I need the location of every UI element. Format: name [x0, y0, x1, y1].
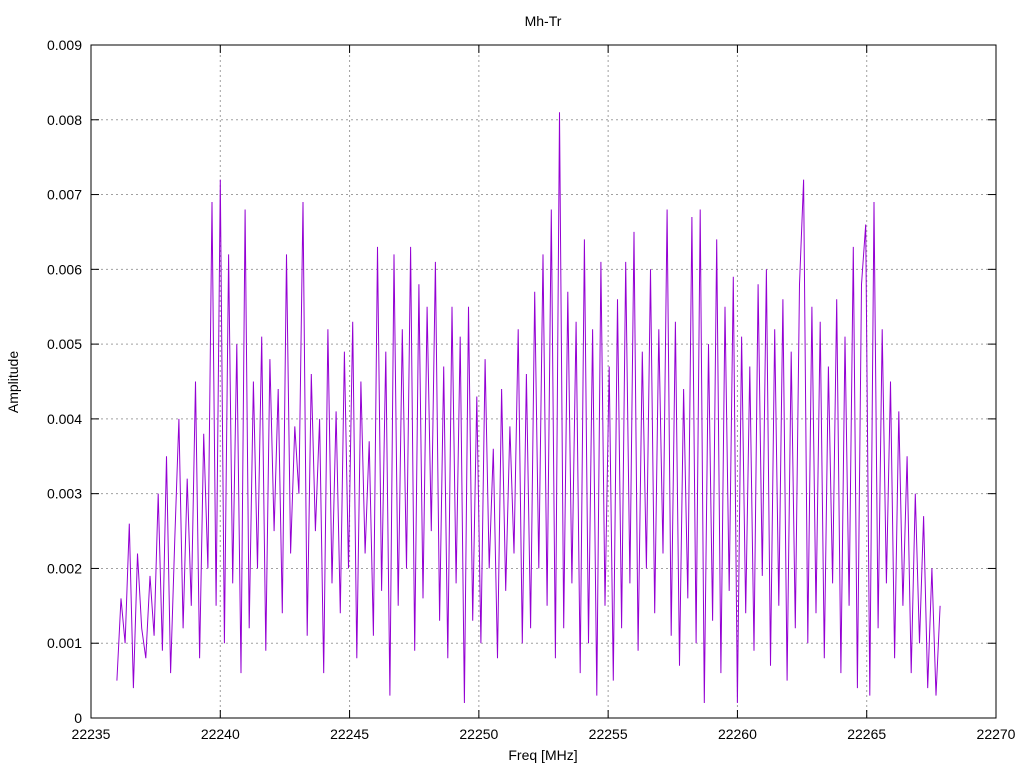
ticks: 22235 22240 22245 22250 22255 22260 22265 22270…: [47, 37, 1016, 742]
y-tick-label: 0.008: [47, 112, 82, 128]
series-layer: [116, 112, 941, 704]
x-tick-label: 22255: [589, 726, 628, 742]
y-tick-label: 0.006: [47, 261, 82, 277]
x-axis-label: Freq [MHz]: [508, 747, 577, 763]
y-tick-label: 0.007: [47, 187, 82, 203]
y-tick-label: 0: [74, 710, 82, 726]
x-tick-label: 22250: [459, 726, 498, 742]
y-axis-label: Amplitude: [5, 351, 21, 413]
series-line: [116, 112, 941, 704]
x-tick-label: 22265: [847, 726, 886, 742]
x-tick-label: 22270: [977, 726, 1016, 742]
y-tick-label: 0.009: [47, 37, 82, 53]
y-tick-label: 0.001: [47, 635, 82, 651]
y-tick-label: 0.004: [47, 411, 82, 427]
x-tick-label: 22260: [718, 726, 757, 742]
y-tick-label: 0.003: [47, 486, 82, 502]
plot-border: [90, 44, 997, 719]
x-tick-label: 22235: [72, 726, 111, 742]
chart-title: Mh-Tr: [525, 13, 562, 29]
x-tick-label: 22240: [201, 726, 240, 742]
y-tick-label: 0.005: [47, 336, 82, 352]
y-tick-label: 0.002: [47, 560, 82, 576]
x-tick-label: 22245: [330, 726, 369, 742]
